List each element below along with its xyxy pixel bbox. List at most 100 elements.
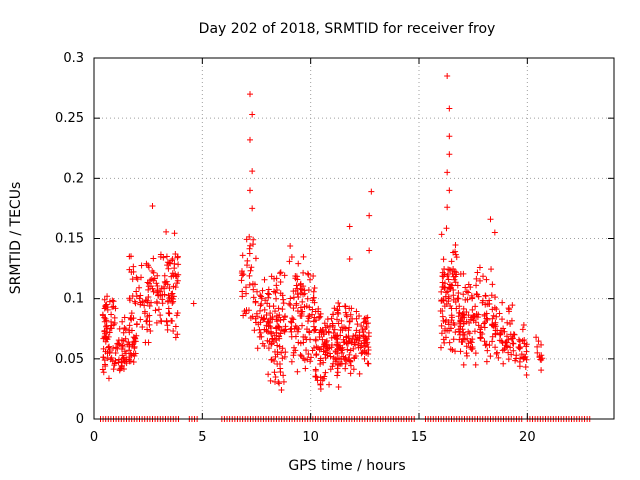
data-point xyxy=(294,276,301,283)
data-point xyxy=(473,275,480,282)
data-point xyxy=(460,270,467,277)
data-point xyxy=(297,340,304,347)
data-point xyxy=(294,291,301,298)
data-point xyxy=(497,329,504,336)
data-point xyxy=(271,348,278,355)
data-point xyxy=(489,306,496,313)
data-point xyxy=(342,303,349,310)
data-point xyxy=(290,288,297,295)
data-point xyxy=(300,269,307,276)
data-point xyxy=(483,341,490,348)
data-point xyxy=(359,326,366,333)
data-point xyxy=(456,303,463,310)
data-point xyxy=(106,343,113,350)
data-point xyxy=(298,286,305,293)
data-point xyxy=(141,310,148,317)
data-point xyxy=(309,311,316,318)
data-point xyxy=(175,261,182,268)
data-point xyxy=(312,366,319,373)
data-point xyxy=(247,267,254,274)
data-point xyxy=(146,321,153,328)
data-point xyxy=(112,357,119,364)
data-point xyxy=(447,325,454,332)
data-point xyxy=(174,331,181,338)
data-point xyxy=(451,276,458,283)
data-point xyxy=(492,294,499,301)
data-point xyxy=(440,283,447,290)
data-point xyxy=(303,347,310,354)
data-point xyxy=(104,306,111,313)
data-point xyxy=(463,350,470,357)
data-point xyxy=(304,356,311,363)
data-point xyxy=(492,323,499,330)
data-point xyxy=(346,318,353,325)
data-point xyxy=(164,322,171,329)
data-point xyxy=(279,355,286,362)
data-point xyxy=(312,337,319,344)
data-point xyxy=(155,306,162,313)
data-point xyxy=(441,303,448,310)
y-tick-label: 0.05 xyxy=(55,352,84,367)
data-point xyxy=(440,256,447,263)
data-point xyxy=(458,339,465,346)
data-point xyxy=(473,282,480,289)
data-point xyxy=(364,360,371,367)
data-point xyxy=(487,353,494,360)
data-point xyxy=(273,295,280,302)
data-point xyxy=(489,281,496,288)
data-point xyxy=(317,310,324,317)
data-point xyxy=(261,343,268,350)
data-point xyxy=(149,285,156,292)
data-point xyxy=(446,133,453,140)
data-point xyxy=(104,293,111,300)
data-point xyxy=(276,312,283,319)
data-point xyxy=(119,318,126,325)
data-point xyxy=(467,338,474,345)
data-point xyxy=(521,354,528,361)
data-point xyxy=(172,284,179,291)
x-tick-label: 20 xyxy=(519,430,536,445)
data-point xyxy=(102,363,109,370)
data-point xyxy=(297,304,304,311)
data-point xyxy=(473,310,480,317)
data-point xyxy=(335,320,342,327)
data-point xyxy=(469,295,476,302)
data-point xyxy=(169,299,176,306)
data-point xyxy=(123,360,130,367)
data-point xyxy=(258,293,265,300)
data-point xyxy=(300,333,307,340)
x-tick-label: 5 xyxy=(198,430,206,445)
y-tick-label: 0.3 xyxy=(63,51,84,66)
data-point xyxy=(456,320,463,327)
data-point xyxy=(343,333,350,340)
data-point xyxy=(444,73,451,80)
data-point xyxy=(262,297,269,304)
data-point xyxy=(131,298,138,305)
data-point xyxy=(346,324,353,331)
data-point xyxy=(299,298,306,305)
data-point xyxy=(468,339,475,346)
data-point xyxy=(173,312,180,319)
data-point xyxy=(365,329,372,336)
data-point xyxy=(240,271,247,278)
data-point xyxy=(130,268,137,275)
data-point xyxy=(139,324,146,331)
data-point xyxy=(313,352,320,359)
data-point xyxy=(451,321,458,328)
data-point xyxy=(276,332,283,339)
data-point xyxy=(447,346,454,353)
data-point xyxy=(462,296,469,303)
data-point xyxy=(473,313,480,320)
data-point xyxy=(438,322,445,329)
data-point xyxy=(310,288,317,295)
data-point xyxy=(280,316,287,323)
data-point xyxy=(101,357,108,364)
data-point xyxy=(306,276,313,283)
data-point xyxy=(122,326,129,333)
data-point xyxy=(438,297,445,304)
data-point xyxy=(346,255,353,262)
data-point xyxy=(337,342,344,349)
data-point xyxy=(279,292,286,299)
data-point xyxy=(146,303,153,310)
data-point xyxy=(102,338,109,345)
